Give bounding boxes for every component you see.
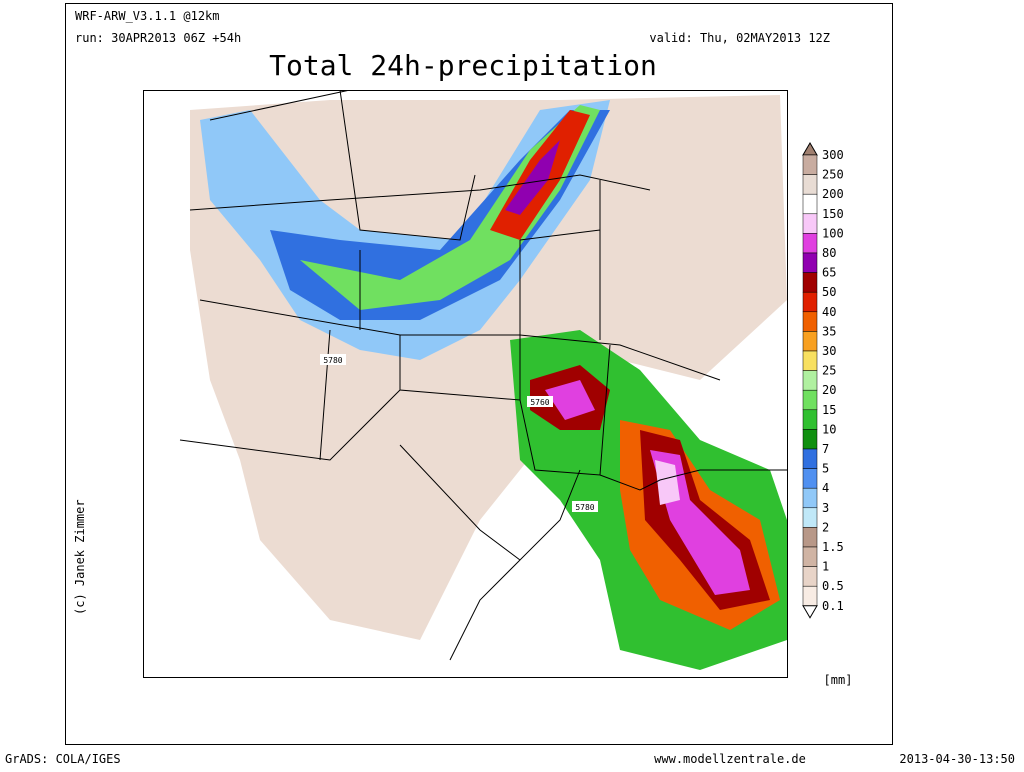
colorbar: 300 250 200 150 100 80 65 50 40 35 30 25 20 15 10 7 5 4 3 2…: [802, 142, 844, 619]
unit-label: [mm]: [824, 673, 853, 687]
colorbar-box: [802, 252, 818, 273]
colorbar-box: [802, 468, 818, 489]
footer-center: www.modellzentrale.de: [654, 752, 806, 766]
colorbar-box: [802, 389, 818, 411]
colorbar-box: [802, 174, 818, 195]
colorbar-box: [802, 566, 818, 587]
colorbar-box: [802, 350, 818, 371]
contour-label: 5760: [530, 398, 549, 407]
contour-label: 5780: [575, 503, 594, 512]
colorbar-label: 150: [822, 207, 844, 221]
colorbar-box: [802, 233, 818, 254]
colorbar-label: 5: [822, 462, 829, 476]
colorbar-label: 1: [822, 560, 829, 574]
colorbar-label: 35: [822, 324, 836, 338]
colorbar-label: 200: [822, 187, 844, 201]
colorbar-label: 100: [822, 226, 844, 240]
footer-right: 2013-04-30-13:50: [899, 752, 1015, 766]
colorbar-label: 15: [822, 403, 836, 417]
colorbar-box: [802, 507, 818, 528]
colorbar-box: [802, 448, 818, 469]
colorbar-arrow: [802, 605, 818, 619]
colorbar-box: [802, 311, 818, 332]
footer-left: GrADS: COLA/IGES: [5, 752, 121, 766]
colorbar-box: [802, 546, 818, 567]
model-label: WRF-ARW_V3.1.1 @12km: [75, 9, 220, 23]
colorbar-label: 4: [822, 481, 829, 495]
colorbar-label: 80: [822, 246, 836, 260]
colorbar-label: 50: [822, 285, 836, 299]
colorbar-label: 0.1: [822, 599, 844, 613]
colorbar-box: [802, 429, 818, 450]
contour-label: 5780: [323, 356, 342, 365]
colorbar-label: 40: [822, 305, 836, 319]
colorbar-label: 0.5: [822, 579, 844, 593]
precip-purple: [505, 140, 560, 215]
colorbar-box: [802, 193, 818, 215]
colorbar-box: [802, 487, 818, 509]
colorbar-label: 30: [822, 344, 836, 358]
contour-labels: 5780 5760 5780: [320, 354, 598, 512]
colorbar-label: 7: [822, 442, 829, 456]
map: 5780 5760 5780: [143, 90, 788, 678]
colorbar-arrow: [802, 142, 818, 156]
title: Total 24h-precipitation: [269, 49, 657, 82]
run-label: run: 30APR2013 06Z +54h: [75, 31, 241, 45]
colorbar-box: [802, 213, 818, 234]
colorbar-label: 300: [822, 148, 844, 162]
precip-magenta-ok: [545, 380, 595, 420]
colorbar-label: 25: [822, 364, 836, 378]
borders: [179, 90, 787, 661]
colorbar-box: [802, 409, 818, 430]
colorbar-box: [802, 527, 818, 548]
valid-label: valid: Thu, 02MAY2013 12Z: [649, 31, 830, 45]
colorbar-box: [802, 272, 818, 293]
colorbar-box: [802, 154, 818, 175]
colorbar-box: [802, 331, 818, 352]
colorbar-label: 65: [822, 266, 836, 280]
colorbar-label: 3: [822, 501, 829, 515]
colorbar-label: 20: [822, 383, 836, 397]
colorbar-label: 1.5: [822, 540, 844, 554]
map-frame: [143, 90, 788, 678]
colorbar-label: 2: [822, 520, 829, 534]
colorbar-box: [802, 585, 818, 607]
colorbar-box: [802, 291, 818, 313]
colorbar-box: [802, 370, 818, 391]
outer-frame: [65, 3, 893, 745]
colorbar-label: 10: [822, 422, 836, 436]
colorbar-label: 250: [822, 168, 844, 182]
precip-pink: [655, 460, 680, 505]
credit: (c) Janek Zimmer: [73, 499, 87, 615]
